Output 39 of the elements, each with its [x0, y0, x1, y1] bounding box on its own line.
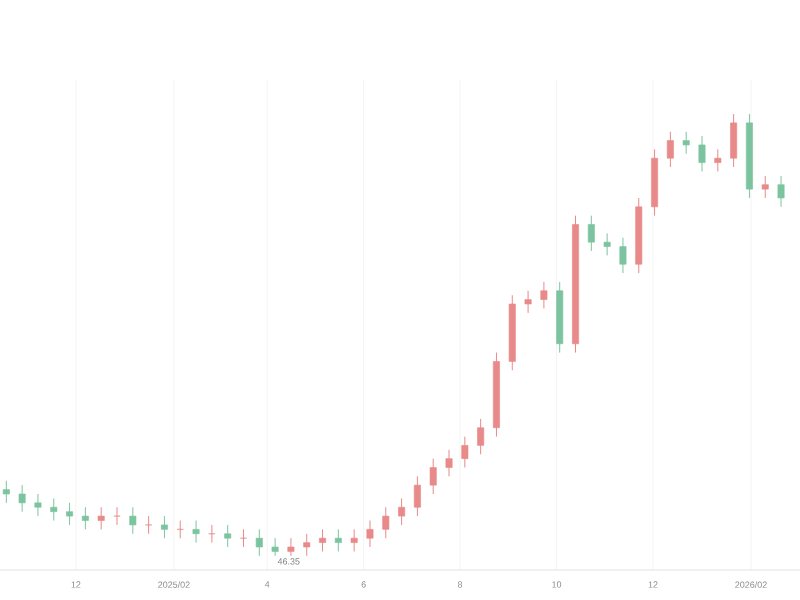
candlestick	[303, 533, 311, 557]
candlestick	[603, 232, 611, 256]
candlestick	[224, 524, 232, 548]
candlestick	[50, 497, 58, 522]
candlestick	[524, 290, 532, 314]
candlestick	[777, 175, 785, 208]
candlestick	[366, 520, 374, 548]
candlestick	[271, 537, 279, 557]
candlestick	[587, 215, 595, 252]
candlestick	[319, 528, 326, 552]
candlestick	[477, 418, 485, 455]
candlestick	[350, 528, 358, 552]
candlestick	[540, 281, 548, 309]
candlestick	[382, 506, 390, 539]
candlestick	[34, 493, 42, 517]
candlestick	[666, 131, 674, 168]
candlestick	[129, 506, 137, 535]
candlestick	[81, 506, 89, 530]
candlestick	[730, 113, 738, 168]
candlestick	[255, 528, 263, 557]
candlestick	[160, 515, 168, 539]
candlestick	[192, 520, 200, 544]
candlestick	[113, 506, 121, 526]
candlestick	[445, 449, 453, 477]
candlestick	[619, 237, 627, 274]
candlestick	[66, 502, 74, 526]
candlestick	[398, 497, 406, 526]
candlestick	[97, 506, 105, 530]
candlestick	[429, 458, 437, 495]
candlestick	[2, 480, 10, 504]
candlestick	[682, 131, 690, 155]
candlestick	[287, 537, 295, 557]
candlestick	[18, 484, 26, 513]
candlestick	[714, 148, 722, 172]
candlestick	[698, 135, 706, 172]
candlestick	[761, 175, 769, 199]
candlestick	[413, 475, 421, 517]
candlestick	[334, 528, 342, 552]
candlestick	[461, 436, 469, 468]
